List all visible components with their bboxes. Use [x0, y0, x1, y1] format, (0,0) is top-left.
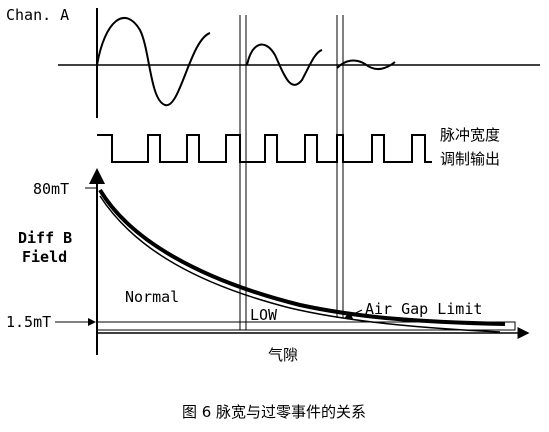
label: Field	[22, 248, 67, 266]
labels: Chan. A 脉冲宽度 调制输出 80mT Diff B Field Norm…	[6, 6, 500, 421]
field-curve	[98, 188, 506, 326]
pwm-wave	[97, 134, 432, 163]
label: 气隙	[268, 346, 298, 364]
low-band	[96, 321, 516, 331]
label: 80mT	[33, 180, 69, 198]
caption: 图 6 脉宽与过零事件的关系	[182, 403, 366, 421]
signal-wave	[336, 59, 396, 70]
label: 1.5mT	[6, 313, 51, 331]
label: LOW	[250, 306, 278, 324]
label: Normal	[125, 288, 179, 306]
field-curve	[99, 195, 501, 333]
label: Chan. A	[6, 6, 69, 24]
signal-wave	[246, 43, 323, 86]
label: Diff B	[18, 229, 72, 247]
label: Air Gap Limit	[365, 300, 482, 318]
signal-wave	[96, 17, 211, 107]
drawing	[55, 8, 540, 355]
limit-arrow	[344, 309, 363, 319]
label: 调制输出	[440, 150, 500, 168]
label: 脉冲宽度	[440, 126, 500, 144]
